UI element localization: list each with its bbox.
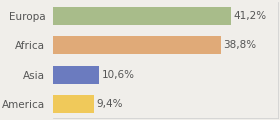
Bar	[53, 7, 231, 25]
Text: 9,4%: 9,4%	[96, 99, 123, 109]
Text: 41,2%: 41,2%	[234, 11, 267, 21]
Bar	[53, 36, 221, 54]
Text: 10,6%: 10,6%	[101, 70, 134, 80]
Bar	[53, 66, 99, 84]
Bar	[53, 95, 94, 113]
Text: 38,8%: 38,8%	[223, 40, 256, 50]
